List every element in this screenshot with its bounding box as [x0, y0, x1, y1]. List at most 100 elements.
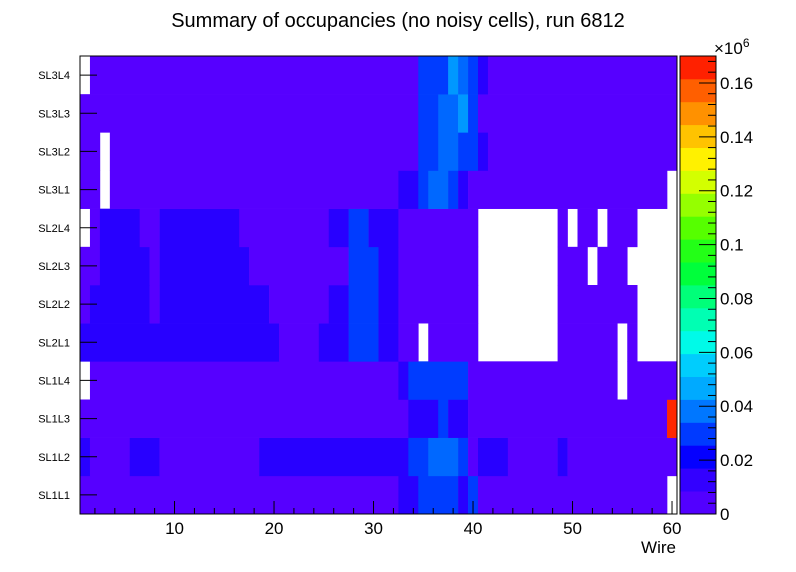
heatmap-cell — [468, 361, 618, 400]
heatmap-cell — [418, 94, 439, 133]
palette-swatch — [680, 147, 716, 171]
palette-exponent: 6 — [743, 36, 750, 50]
heatmap-cell — [458, 132, 479, 171]
heatmap-cell — [478, 56, 489, 95]
y-tick-label: SL1L4 — [38, 375, 70, 387]
heatmap-cells — [80, 56, 678, 515]
palette-tick-label: 0 — [720, 505, 729, 524]
chart-title: Summary of occupancies (no noisy cells),… — [171, 10, 625, 32]
heatmap-cell — [487, 56, 678, 95]
y-tick-label: SL3L1 — [38, 185, 70, 197]
heatmap-cell — [328, 208, 349, 248]
x-axis-title: Wire — [641, 538, 676, 557]
heatmap-cell — [438, 132, 459, 171]
heatmap-cell — [368, 208, 399, 248]
palette-tick-label: 0.12 — [720, 182, 753, 201]
x-tick-label: 20 — [265, 519, 284, 538]
heatmap-cell — [378, 285, 399, 324]
heatmap-cell — [378, 323, 399, 362]
heatmap-cell — [487, 132, 678, 171]
palette-swatch — [680, 330, 716, 355]
palette-tick-label: 0.14 — [720, 128, 753, 147]
heatmap-cell — [149, 246, 160, 286]
heatmap-cell — [438, 94, 459, 133]
palette-tick-label: 0.08 — [720, 289, 753, 308]
axes: 10 20 30 40 50 60 SL1L1 SL1L2 SL1L3 SL1L4 SL2L1 SL2… — [38, 70, 681, 538]
heatmap-cell — [418, 475, 459, 515]
palette-tick-label: 0.04 — [720, 397, 753, 416]
heatmap-cell — [408, 399, 439, 438]
heatmap-cell — [348, 323, 379, 362]
heatmap-cell — [348, 208, 369, 248]
color-palette-bar: 0 0.02 0.04 0.06 0.08 0.1 0.12 0.14 0.16 — [679, 55, 753, 524]
heatmap-cell — [428, 323, 479, 362]
heatmap-cell — [398, 475, 419, 515]
heatmap-cell — [129, 437, 160, 477]
heatmap-cell — [398, 323, 419, 362]
palette-tick-label: 0.02 — [720, 451, 753, 470]
heatmap-cell — [80, 399, 409, 438]
heatmap-cell — [80, 323, 280, 362]
heatmap-cell — [408, 437, 429, 477]
heatmap-cell — [149, 285, 160, 324]
heatmap-cell — [438, 399, 449, 438]
x-tick-label: 40 — [464, 519, 483, 538]
heatmap-cell — [398, 285, 479, 324]
heatmap-cell — [478, 132, 489, 171]
palette-tick-label: 0.06 — [720, 343, 753, 362]
y-tick-label: SL1L3 — [38, 414, 70, 426]
heatmap-cell — [627, 361, 678, 400]
heatmap-cell — [80, 475, 399, 515]
palette-swatch — [680, 468, 716, 492]
heatmap-cell — [448, 399, 469, 438]
heatmap-cell — [567, 437, 678, 477]
palette-swatch — [680, 491, 716, 515]
heatmap-cell — [159, 437, 260, 477]
heatmap-cell — [109, 170, 399, 209]
heatmap-cell — [398, 246, 479, 286]
heatmap-cell — [458, 437, 469, 477]
heatmap-cell — [458, 170, 469, 209]
x-tick-label: 30 — [364, 519, 383, 538]
palette-frame — [679, 55, 717, 515]
heatmap-cell — [89, 56, 419, 95]
palette-swatch — [680, 353, 716, 377]
heatmap-cell — [89, 361, 399, 400]
heatmap-cell — [249, 246, 349, 286]
palette-multiplier: ×10 — [714, 39, 743, 58]
y-tick-label: SL2L1 — [38, 337, 70, 349]
heatmap-cell — [557, 437, 568, 477]
heatmap-cell — [478, 94, 678, 133]
heatmap-cell — [468, 475, 479, 515]
heatmap-cell — [557, 208, 568, 248]
heatmap-cell — [259, 437, 409, 477]
heatmap-cell — [557, 285, 638, 324]
palette-swatch — [680, 170, 716, 194]
x-tick-label: 50 — [563, 519, 582, 538]
palette-swatch — [680, 445, 716, 469]
heatmap-cell — [597, 246, 628, 286]
y-tick-label: SL3L2 — [38, 146, 70, 158]
palette-swatch — [680, 193, 716, 217]
heatmap-cell — [448, 170, 459, 209]
y-tick-label: SL3L3 — [38, 108, 70, 120]
heatmap-cell — [468, 437, 479, 477]
heatmap-cell — [348, 285, 379, 324]
y-tick-label: SL2L4 — [38, 223, 70, 235]
heatmap-cell — [458, 475, 469, 515]
palette-swatch — [680, 285, 716, 309]
heatmap-cell — [398, 170, 419, 209]
y-tick-label: SL3L4 — [38, 70, 70, 82]
palette-swatch — [680, 399, 716, 423]
y-tick-label: SL2L3 — [38, 261, 70, 273]
palette-swatch — [680, 307, 716, 332]
heatmap-cell — [159, 208, 240, 248]
heatmap-cell — [428, 437, 459, 477]
heatmap-cell — [468, 94, 479, 133]
palette-multiplier-label: ×106 — [714, 36, 750, 58]
palette-swatch — [680, 376, 716, 400]
heatmap-cell — [159, 285, 270, 324]
y-tick-label: SL1L2 — [38, 452, 70, 464]
heatmap-cell — [279, 323, 320, 362]
